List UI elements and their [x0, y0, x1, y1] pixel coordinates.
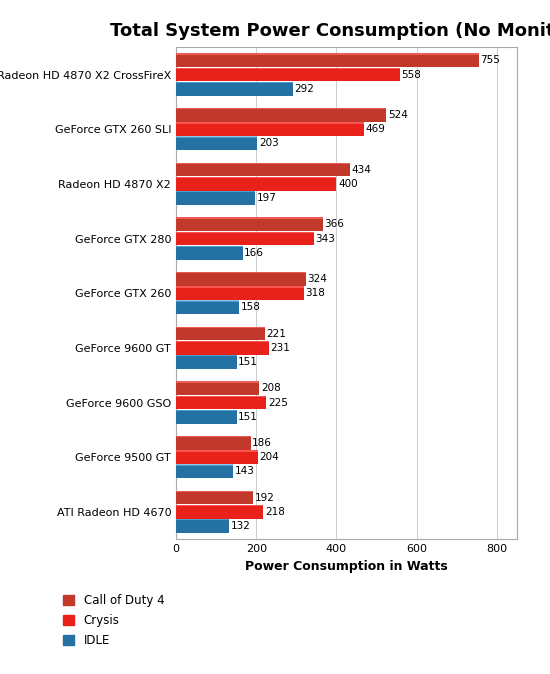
Bar — [176, 218, 323, 231]
Text: 225: 225 — [268, 398, 288, 408]
Bar — [176, 217, 323, 218]
X-axis label: Power Consumption in Watts: Power Consumption in Watts — [245, 559, 448, 573]
Bar — [176, 137, 257, 150]
Text: 192: 192 — [255, 493, 274, 503]
Bar — [176, 355, 236, 357]
Text: 203: 203 — [259, 138, 279, 148]
Text: 204: 204 — [260, 452, 279, 462]
Bar — [176, 122, 364, 123]
Bar — [176, 491, 253, 504]
Text: 151: 151 — [238, 357, 258, 367]
Text: 208: 208 — [261, 384, 281, 394]
Bar — [176, 381, 260, 383]
Bar — [176, 450, 258, 452]
Text: 151: 151 — [238, 412, 258, 422]
Bar — [176, 67, 400, 82]
Bar — [176, 246, 243, 259]
Title: Total System Power Consumption (No Monitor): Total System Power Consumption (No Monit… — [109, 22, 550, 40]
Bar — [176, 286, 304, 300]
Bar — [176, 272, 306, 274]
Bar — [176, 519, 229, 520]
Bar — [176, 191, 255, 193]
Bar — [176, 301, 239, 314]
Bar — [176, 136, 257, 137]
Bar — [176, 341, 268, 342]
Bar — [176, 272, 306, 286]
Bar — [176, 53, 479, 67]
Bar — [176, 286, 304, 288]
Bar — [176, 355, 236, 369]
Bar — [176, 519, 229, 533]
Bar — [176, 410, 236, 423]
Text: 400: 400 — [338, 179, 358, 189]
Bar — [176, 82, 293, 83]
Bar — [176, 327, 265, 328]
Text: 318: 318 — [305, 288, 325, 298]
Text: 231: 231 — [270, 343, 290, 353]
Text: 343: 343 — [315, 233, 335, 243]
Text: 434: 434 — [351, 164, 372, 175]
Bar — [176, 505, 263, 506]
Bar — [176, 108, 386, 122]
Text: 186: 186 — [252, 438, 272, 448]
Bar — [176, 232, 314, 233]
Bar — [176, 381, 260, 395]
Bar — [176, 450, 258, 464]
Bar — [176, 191, 255, 205]
Bar — [176, 246, 243, 247]
Bar — [176, 327, 265, 340]
Bar — [176, 396, 266, 397]
Bar — [176, 163, 350, 177]
Bar — [176, 464, 233, 466]
Bar — [176, 341, 268, 355]
Bar — [176, 108, 386, 109]
Text: 166: 166 — [244, 248, 264, 257]
Bar — [176, 67, 400, 69]
Bar — [176, 177, 337, 191]
Bar — [176, 436, 251, 437]
Text: 221: 221 — [266, 329, 286, 338]
Bar — [176, 301, 239, 302]
Text: 366: 366 — [324, 219, 344, 229]
Text: 218: 218 — [265, 507, 285, 517]
Bar — [176, 123, 364, 136]
Bar — [176, 82, 293, 96]
Text: 524: 524 — [388, 110, 408, 120]
Bar — [176, 396, 266, 409]
Bar — [176, 464, 233, 479]
Bar — [176, 177, 337, 178]
Text: 558: 558 — [402, 69, 421, 80]
Bar — [176, 505, 263, 519]
Text: 158: 158 — [241, 303, 261, 313]
Bar — [176, 436, 251, 450]
Bar — [176, 491, 253, 492]
Text: 324: 324 — [307, 274, 327, 284]
Text: 292: 292 — [295, 84, 315, 94]
Text: 197: 197 — [257, 193, 277, 203]
Legend: Call of Duty 4, Crysis, IDLE: Call of Duty 4, Crysis, IDLE — [63, 594, 164, 648]
Bar — [176, 162, 350, 164]
Text: 755: 755 — [481, 55, 500, 65]
Text: 469: 469 — [366, 124, 386, 134]
Text: 143: 143 — [235, 466, 255, 477]
Text: 132: 132 — [230, 521, 250, 531]
Bar — [176, 53, 479, 55]
Bar — [176, 410, 236, 411]
Bar — [176, 232, 314, 245]
